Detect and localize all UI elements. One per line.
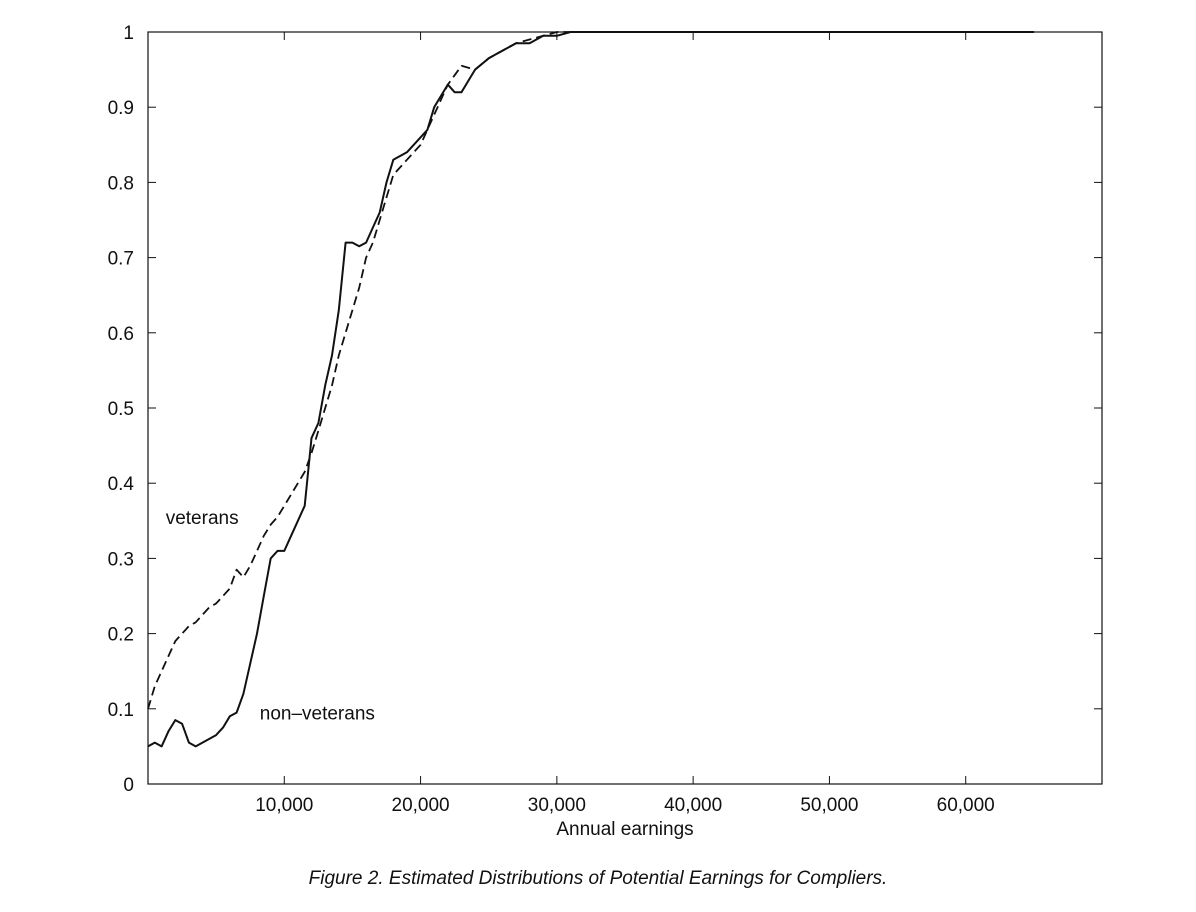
series-line-non-veterans <box>147 31 1034 748</box>
y-tick-label: 0.9 <box>108 98 134 119</box>
y-tick-label: 0.1 <box>108 700 134 721</box>
x-tick-label: 30,000 <box>528 795 586 816</box>
figure-caption: Figure 2. Estimated Distributions of Pot… <box>308 868 888 889</box>
plot-frame <box>147 31 1103 785</box>
x-tick-label: 20,000 <box>392 795 450 816</box>
x-tick-label: 50,000 <box>800 795 858 816</box>
y-tick-label: 0.2 <box>108 625 134 646</box>
y-tick-label: 0.6 <box>108 324 134 345</box>
y-tick-label: 0.7 <box>108 249 134 270</box>
annotation-non-veterans: non–veterans <box>260 704 375 725</box>
y-tick-label: 0.3 <box>108 549 134 570</box>
y-tick-label: 0.8 <box>108 173 134 194</box>
x-tick-label: 40,000 <box>664 795 722 816</box>
series-line-veterans <box>147 31 1034 710</box>
annotation-veterans: veterans <box>166 508 239 529</box>
x-tick-label: 60,000 <box>937 795 995 816</box>
x-axis-title: Annual earnings <box>556 819 693 840</box>
axis-ticks <box>148 31 1102 785</box>
x-tick-label: 10,000 <box>255 795 313 816</box>
y-tick-label: 0.5 <box>108 399 134 420</box>
y-tick-label: 0.4 <box>108 474 135 495</box>
y-tick-label: 1 <box>123 23 134 44</box>
tick-labels: 10,000 20,000 30,000 40,000 50,000 60,000 0 0.1… <box>108 23 995 816</box>
series-layer <box>147 31 1034 748</box>
y-tick-label: 0 <box>123 775 134 796</box>
